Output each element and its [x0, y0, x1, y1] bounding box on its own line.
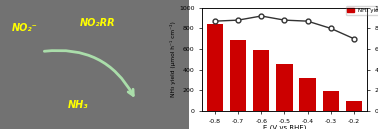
X-axis label: E (V vs.RHE): E (V vs.RHE)	[263, 125, 306, 129]
Text: NO₂⁻: NO₂⁻	[11, 23, 37, 33]
Legend: NH₃ yield, NH₃ FE: NH₃ yield, NH₃ FE	[345, 6, 378, 15]
Y-axis label: NH₃ yield (μmol h⁻¹ cm⁻²): NH₃ yield (μmol h⁻¹ cm⁻²)	[170, 21, 176, 97]
Bar	[323, 91, 339, 111]
Text: NO₂RR: NO₂RR	[79, 18, 115, 28]
Bar	[299, 78, 316, 111]
Bar	[253, 50, 270, 111]
Bar	[207, 24, 223, 111]
Text: NH₃: NH₃	[68, 100, 88, 110]
Bar	[346, 101, 362, 111]
Bar	[230, 40, 246, 111]
Bar	[276, 64, 293, 111]
